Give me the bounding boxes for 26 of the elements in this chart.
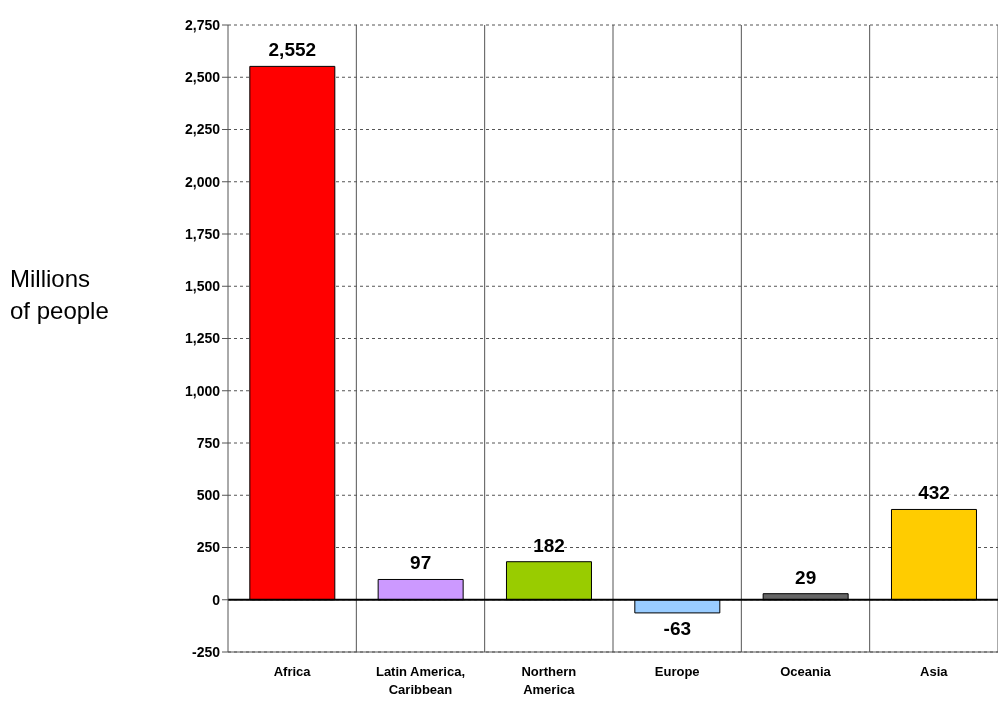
data-label: 2,552 <box>268 39 317 61</box>
x-tick-label: Africa <box>273 664 312 679</box>
y-tick-label: 250 <box>196 539 221 556</box>
x-tick-label: Asia <box>920 664 949 679</box>
data-label: -63 <box>663 617 692 639</box>
x-tick-label: Oceania <box>780 664 832 679</box>
data-label: 29 <box>795 566 817 588</box>
data-label: 432 <box>918 482 950 504</box>
data-label: 182 <box>533 534 565 556</box>
y-tick-label: 1,750 <box>184 225 221 242</box>
y-tick-label: 2,250 <box>184 121 221 138</box>
y-tick-label: 2,500 <box>184 69 221 86</box>
y-tick-label: 1,000 <box>184 382 221 399</box>
y-tick-label: -250 <box>191 643 221 660</box>
y-axis-title: Millions of people <box>10 264 110 326</box>
y-tick-label: 1,250 <box>184 330 221 347</box>
y-tick-label: 500 <box>196 487 221 504</box>
data-label: 97 <box>410 552 432 574</box>
y-tick-label: 1,500 <box>184 278 221 295</box>
y-tick-label: 750 <box>196 434 221 451</box>
x-tick-label: Northern America <box>521 664 577 697</box>
y-tick-label: 2,750 <box>184 16 221 33</box>
y-tick-label: 0 <box>212 591 221 608</box>
x-tick-label: Latin America, Caribbean <box>375 664 466 697</box>
x-tick-label: Europe <box>654 664 700 679</box>
y-tick-label: 2,000 <box>184 173 221 190</box>
